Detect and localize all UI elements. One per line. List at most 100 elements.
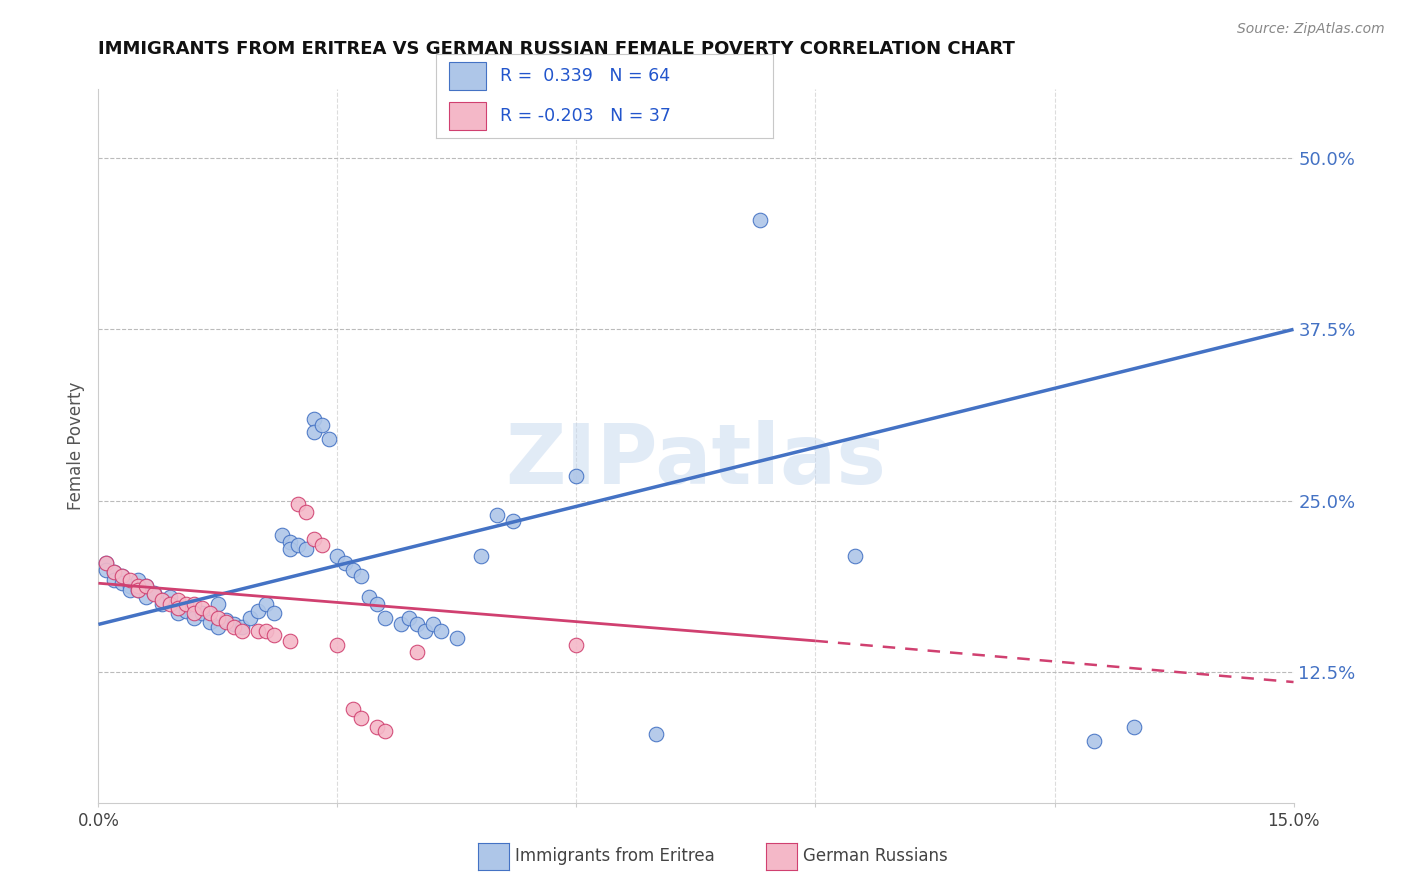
Point — [359, 590, 381, 604]
Point — [645, 727, 668, 741]
Point — [96, 562, 118, 576]
Point — [263, 628, 285, 642]
Point — [231, 620, 253, 634]
Point — [246, 624, 269, 639]
Point — [294, 505, 316, 519]
Point — [96, 556, 118, 570]
Point — [422, 617, 444, 632]
Point — [398, 610, 420, 624]
Point — [302, 425, 325, 440]
Point — [183, 597, 205, 611]
Point — [191, 607, 214, 621]
Point — [191, 601, 214, 615]
Point — [1083, 734, 1105, 748]
Point — [127, 574, 149, 588]
Point — [430, 624, 453, 639]
Point — [207, 597, 229, 611]
Point — [120, 579, 142, 593]
Text: R =  0.339   N = 64: R = 0.339 N = 64 — [501, 67, 671, 85]
Point — [198, 615, 221, 629]
Point — [207, 610, 229, 624]
Point — [183, 610, 205, 624]
Point — [143, 587, 166, 601]
Point — [167, 601, 190, 615]
Point — [135, 590, 157, 604]
Point — [502, 515, 524, 529]
Point — [470, 549, 492, 563]
Point — [111, 576, 134, 591]
Point — [270, 528, 292, 542]
Point — [143, 586, 166, 600]
Point — [278, 535, 301, 549]
Point — [103, 566, 125, 580]
FancyBboxPatch shape — [450, 102, 486, 130]
Point — [406, 617, 429, 632]
Point — [254, 624, 277, 639]
Point — [183, 607, 205, 621]
Point — [326, 638, 349, 652]
Point — [374, 610, 396, 624]
Point — [406, 645, 429, 659]
Point — [135, 579, 157, 593]
Point — [335, 556, 357, 570]
Point — [111, 569, 134, 583]
Point — [103, 574, 125, 588]
Point — [844, 549, 866, 563]
Point — [231, 624, 253, 639]
Point — [294, 541, 316, 556]
Point — [127, 583, 149, 598]
Point — [748, 212, 770, 227]
Point — [342, 562, 364, 576]
Point — [446, 631, 468, 645]
Point — [239, 610, 262, 624]
Point — [215, 615, 238, 629]
Point — [263, 607, 285, 621]
Point — [326, 549, 349, 563]
Y-axis label: Female Poverty: Female Poverty — [67, 382, 86, 510]
Point — [366, 720, 388, 734]
Point — [287, 497, 309, 511]
Point — [302, 411, 325, 425]
Point — [150, 592, 173, 607]
Point — [120, 583, 142, 598]
FancyBboxPatch shape — [450, 62, 486, 90]
Point — [167, 601, 190, 615]
Text: ZIPatlas: ZIPatlas — [506, 420, 886, 500]
Point — [366, 597, 388, 611]
Point — [167, 607, 190, 621]
Point — [222, 620, 245, 634]
Point — [1123, 720, 1146, 734]
Point — [350, 569, 373, 583]
Text: R = -0.203   N = 37: R = -0.203 N = 37 — [501, 107, 671, 125]
Point — [565, 469, 588, 483]
Text: Immigrants from Eritrea: Immigrants from Eritrea — [515, 847, 714, 865]
Point — [159, 597, 181, 611]
Point — [150, 592, 173, 607]
Point — [350, 711, 373, 725]
Point — [318, 432, 340, 446]
Point — [215, 613, 238, 627]
Point — [278, 633, 301, 648]
Point — [254, 597, 277, 611]
Point — [111, 569, 134, 583]
Point — [278, 541, 301, 556]
Point — [135, 579, 157, 593]
Point — [150, 597, 173, 611]
Point — [96, 556, 118, 570]
Point — [159, 590, 181, 604]
Point — [167, 592, 190, 607]
Point — [246, 604, 269, 618]
Point — [302, 533, 325, 547]
Text: German Russians: German Russians — [803, 847, 948, 865]
Point — [207, 620, 229, 634]
Point — [374, 724, 396, 739]
Point — [127, 579, 149, 593]
Point — [389, 617, 412, 632]
Point — [120, 574, 142, 588]
Point — [485, 508, 508, 522]
Point — [174, 604, 197, 618]
Point — [127, 583, 149, 598]
Point — [311, 418, 333, 433]
Point — [311, 538, 333, 552]
Point — [174, 597, 197, 611]
